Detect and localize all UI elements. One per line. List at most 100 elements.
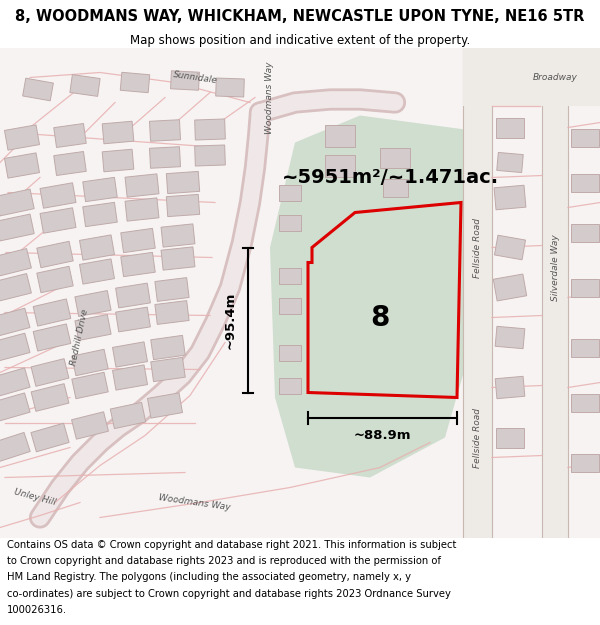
Polygon shape: [72, 349, 108, 376]
Polygon shape: [80, 259, 115, 284]
Text: 100026316.: 100026316.: [7, 605, 67, 615]
Polygon shape: [23, 78, 53, 101]
Polygon shape: [102, 121, 134, 144]
Text: Fellside Road: Fellside Road: [473, 217, 482, 278]
Polygon shape: [463, 48, 492, 538]
Polygon shape: [116, 307, 151, 332]
Polygon shape: [571, 224, 599, 241]
Polygon shape: [116, 283, 151, 308]
Polygon shape: [113, 365, 148, 390]
Polygon shape: [121, 253, 155, 277]
Text: ~88.9m: ~88.9m: [354, 429, 411, 442]
Polygon shape: [33, 299, 71, 326]
Polygon shape: [0, 368, 30, 397]
Text: Woodmans Way: Woodmans Way: [265, 61, 275, 134]
Polygon shape: [148, 393, 182, 418]
Polygon shape: [383, 179, 407, 196]
Text: 8: 8: [370, 304, 389, 331]
Polygon shape: [496, 118, 524, 138]
Polygon shape: [5, 153, 40, 178]
Text: HM Land Registry. The polygons (including the associated geometry, namely x, y: HM Land Registry. The polygons (includin…: [7, 572, 411, 582]
Polygon shape: [161, 224, 195, 247]
Text: Contains OS data © Crown copyright and database right 2021. This information is : Contains OS data © Crown copyright and d…: [7, 540, 457, 550]
Text: Woodmans Way: Woodmans Way: [158, 493, 232, 512]
Polygon shape: [83, 177, 117, 202]
Polygon shape: [325, 124, 355, 146]
Polygon shape: [194, 119, 226, 140]
Polygon shape: [0, 189, 34, 216]
Polygon shape: [279, 298, 301, 314]
Polygon shape: [151, 336, 185, 359]
Polygon shape: [279, 268, 301, 284]
Text: Redhill Drive: Redhill Drive: [70, 308, 91, 367]
Polygon shape: [155, 301, 189, 324]
Polygon shape: [279, 344, 301, 361]
Polygon shape: [75, 291, 111, 316]
Polygon shape: [102, 149, 134, 172]
Text: Map shows position and indicative extent of the property.: Map shows position and indicative extent…: [130, 34, 470, 48]
Polygon shape: [571, 129, 599, 146]
Polygon shape: [75, 314, 111, 341]
Polygon shape: [83, 202, 117, 227]
Polygon shape: [161, 247, 195, 270]
Polygon shape: [270, 116, 472, 478]
Polygon shape: [80, 235, 115, 260]
Polygon shape: [125, 174, 159, 197]
Polygon shape: [31, 384, 69, 411]
Text: ~95.4m: ~95.4m: [223, 291, 236, 349]
Polygon shape: [0, 274, 31, 301]
Text: Fellside Road: Fellside Road: [473, 408, 482, 468]
Polygon shape: [72, 372, 108, 399]
Polygon shape: [37, 266, 73, 292]
Polygon shape: [121, 228, 155, 253]
Polygon shape: [33, 324, 71, 351]
Polygon shape: [279, 378, 301, 394]
Polygon shape: [31, 359, 69, 386]
Polygon shape: [571, 279, 599, 296]
Polygon shape: [120, 72, 150, 92]
Polygon shape: [71, 412, 109, 439]
Polygon shape: [5, 125, 40, 150]
Polygon shape: [170, 71, 199, 90]
Polygon shape: [166, 171, 200, 194]
Polygon shape: [571, 339, 599, 356]
Polygon shape: [31, 423, 69, 452]
Polygon shape: [40, 208, 76, 233]
Polygon shape: [494, 235, 526, 260]
Polygon shape: [496, 428, 524, 448]
Polygon shape: [166, 194, 200, 217]
Text: 8, WOODMANS WAY, WHICKHAM, NEWCASTLE UPON TYNE, NE16 5TR: 8, WOODMANS WAY, WHICKHAM, NEWCASTLE UPO…: [16, 9, 584, 24]
Polygon shape: [125, 198, 159, 221]
Polygon shape: [542, 48, 568, 538]
Polygon shape: [463, 48, 600, 106]
Polygon shape: [325, 154, 355, 176]
Polygon shape: [380, 148, 410, 168]
Polygon shape: [37, 241, 73, 268]
Polygon shape: [155, 278, 189, 301]
Polygon shape: [279, 214, 301, 231]
Polygon shape: [493, 274, 527, 301]
Text: ~5951m²/~1.471ac.: ~5951m²/~1.471ac.: [281, 168, 499, 187]
Polygon shape: [54, 151, 86, 176]
Text: Unley Hill: Unley Hill: [13, 488, 57, 508]
Text: Broadway: Broadway: [533, 73, 577, 82]
Polygon shape: [149, 147, 181, 168]
Polygon shape: [54, 124, 86, 148]
Polygon shape: [0, 249, 31, 276]
Polygon shape: [494, 185, 526, 210]
Polygon shape: [279, 184, 301, 201]
Polygon shape: [495, 376, 525, 399]
Text: Sunnidale: Sunnidale: [172, 70, 218, 85]
Polygon shape: [0, 308, 30, 337]
Polygon shape: [571, 454, 599, 471]
Polygon shape: [110, 402, 146, 429]
Polygon shape: [113, 342, 148, 367]
Polygon shape: [194, 145, 226, 166]
Polygon shape: [151, 357, 185, 382]
Polygon shape: [571, 394, 599, 411]
Text: co-ordinates) are subject to Crown copyright and database rights 2023 Ordnance S: co-ordinates) are subject to Crown copyr…: [7, 589, 451, 599]
Polygon shape: [70, 74, 100, 96]
Polygon shape: [40, 182, 76, 208]
Text: to Crown copyright and database rights 2023 and is reproduced with the permissio: to Crown copyright and database rights 2…: [7, 556, 441, 566]
Polygon shape: [0, 214, 34, 241]
